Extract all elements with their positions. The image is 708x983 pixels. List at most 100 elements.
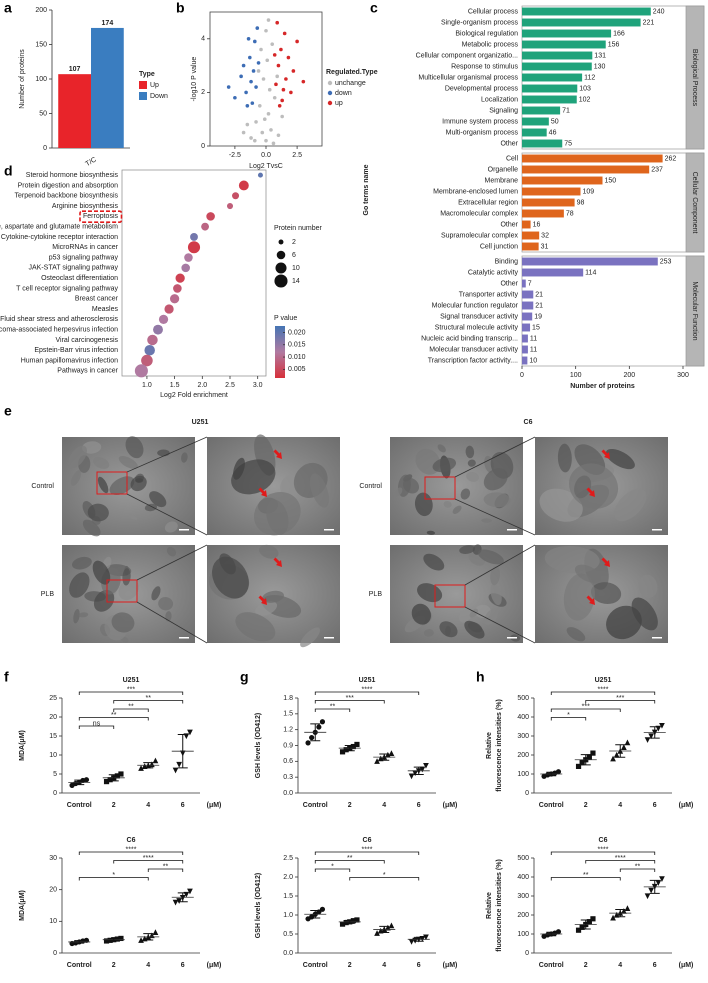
x-tick-label: 0 — [520, 372, 524, 379]
category-label: T cell receptor signaling pathway — [16, 285, 118, 292]
significance-label: **** — [598, 686, 609, 693]
organelle — [130, 475, 147, 492]
value-label: 50 — [551, 118, 559, 125]
y-tick-label: 20 — [49, 714, 57, 721]
bar — [91, 27, 124, 148]
bar — [522, 128, 547, 137]
category-label: Binding — [495, 258, 518, 265]
legend-label: Up — [150, 82, 159, 89]
data-point — [319, 719, 326, 725]
point — [239, 74, 243, 79]
organelle — [109, 476, 135, 496]
data-point — [644, 893, 651, 900]
x-tick-label: -2.5 — [229, 152, 241, 159]
category-label: Human papillomavirus infection — [21, 357, 118, 364]
point — [275, 20, 280, 25]
value-label: 237 — [651, 166, 663, 173]
point — [276, 133, 281, 138]
point — [282, 31, 287, 36]
x-tick-label: 6 — [181, 802, 185, 809]
panel-label: c — [370, 0, 378, 16]
organelle — [82, 519, 101, 537]
y-tick-label: 100 — [517, 771, 529, 778]
organelle — [300, 627, 320, 648]
significance-bracket — [585, 860, 656, 864]
error-bar — [413, 766, 424, 776]
category-label: Organelle — [488, 166, 518, 173]
point — [246, 37, 251, 41]
bar — [522, 84, 578, 93]
significance-label: *** — [127, 686, 135, 693]
category-label: Catalytic activity — [468, 269, 519, 276]
size-legend-dot — [278, 239, 284, 245]
category-label: Viral carcinogenesis — [55, 337, 118, 344]
organelle — [458, 609, 472, 623]
point — [241, 63, 246, 68]
data-point — [408, 939, 415, 945]
x-tick-label: 1.5 — [170, 382, 180, 389]
group-label: Cellular Component — [691, 172, 698, 234]
chart-title: C6 — [599, 837, 608, 844]
significance-label: **** — [143, 855, 154, 862]
data-point — [152, 929, 159, 936]
legend-label: unchange — [335, 80, 366, 87]
error-bar — [379, 925, 390, 933]
zoom-connector — [126, 436, 208, 473]
data-point — [655, 725, 662, 732]
organelle — [158, 597, 174, 611]
highlight-box — [79, 210, 123, 223]
bar — [522, 40, 606, 49]
x-tick-label: 2 — [584, 802, 588, 809]
organelle — [443, 500, 452, 508]
zoom-connector — [464, 544, 536, 586]
bubble — [164, 304, 174, 314]
significance-label: *** — [582, 703, 590, 710]
condition-label: PLB — [369, 591, 383, 598]
value-label: 131 — [594, 52, 606, 59]
significance-bracket — [550, 851, 656, 855]
point — [280, 98, 284, 103]
plot-frame — [121, 169, 267, 377]
organelle — [574, 564, 602, 583]
x-tick-label: 2 — [112, 962, 116, 969]
colorbar-label: 0.020 — [288, 329, 306, 336]
cell-line-title: C6 — [524, 419, 533, 426]
value-label: 130 — [594, 63, 606, 70]
micrograph — [207, 434, 340, 536]
unit-label: (μM) — [443, 962, 458, 969]
scale-bar — [324, 637, 334, 639]
organelle — [69, 572, 90, 598]
organelle — [181, 452, 188, 463]
bubble — [226, 203, 234, 210]
point — [248, 55, 252, 60]
y-tick-label: 0.5 — [283, 931, 293, 938]
point — [253, 39, 257, 44]
scale-bar — [652, 637, 662, 639]
arrow — [601, 557, 610, 567]
chart-title: C6 — [363, 837, 372, 844]
category-label: Response to stimulus — [451, 63, 518, 70]
zoom-connector — [136, 601, 208, 644]
point — [254, 85, 258, 89]
y-tick-label: 5 — [53, 771, 57, 778]
significance-label: ** — [146, 695, 152, 702]
organelle — [460, 488, 471, 500]
significance-bracket — [113, 708, 149, 712]
zoom-connector — [454, 498, 536, 536]
bubble — [147, 334, 158, 346]
organelle — [484, 608, 499, 626]
y-tick-label: 0.6 — [283, 758, 293, 765]
y-tick-label: 2.5 — [283, 855, 293, 862]
point — [272, 53, 277, 57]
point — [267, 87, 272, 92]
data-point — [118, 771, 124, 777]
panel-label: a — [4, 0, 12, 16]
value-label: 262 — [665, 155, 677, 162]
size-legend-label: 6 — [292, 252, 296, 259]
y-tick-label: 4 — [201, 36, 205, 43]
organelle — [414, 492, 433, 517]
y-tick-label: 200 — [35, 7, 47, 14]
point — [280, 114, 284, 119]
organelle — [423, 553, 445, 571]
category-label: Breast cancer — [75, 296, 119, 303]
